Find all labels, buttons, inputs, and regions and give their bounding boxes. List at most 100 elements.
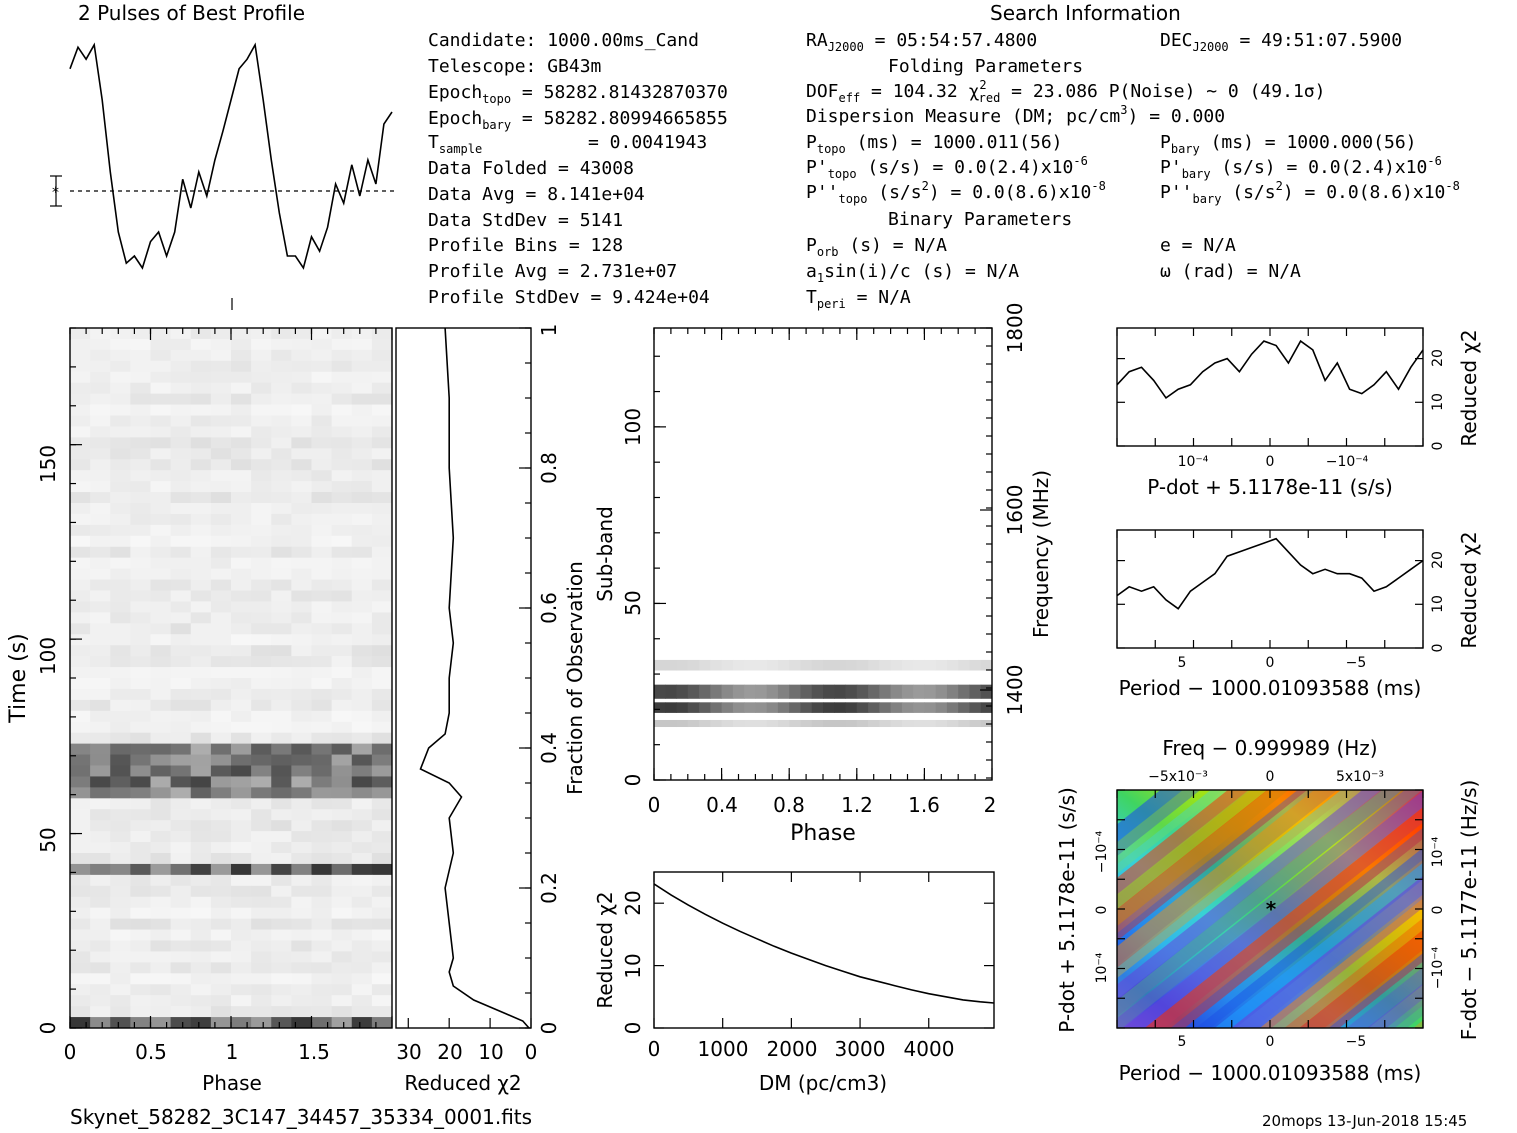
heatmap-cell — [251, 710, 272, 723]
heatmap-cell — [190, 907, 212, 920]
pp-stripe — [1117, 790, 1423, 1028]
heatmap-cell — [210, 732, 232, 745]
heatmap-cell — [110, 492, 131, 504]
heatmap-cell — [110, 951, 131, 963]
heatmap-cell — [90, 710, 111, 723]
heatmap-cell — [231, 656, 252, 668]
heatmap-cell — [251, 787, 272, 799]
heatmap-cell — [110, 896, 131, 909]
hm-ytick-100: 100 — [36, 637, 60, 675]
heatmap-cell — [210, 492, 232, 504]
heatmap-cell — [291, 470, 312, 482]
heatmap-cell — [291, 415, 312, 427]
heatmap-cell — [371, 623, 392, 635]
heatmap-cell — [170, 973, 192, 985]
heatmap-cell — [170, 776, 192, 788]
heatmap-cell — [311, 590, 333, 602]
heatmap-cell — [90, 371, 111, 384]
sb-xtick-12: 1.2 — [841, 793, 873, 817]
timestamp: 20mops 13-Jun-2018 15:45 — [1262, 1112, 1467, 1130]
heatmap-cell — [231, 984, 252, 996]
p-topo-line: Ptopo (ms) = 1000.011(56) — [806, 132, 1063, 156]
heatmap-cell — [231, 437, 252, 449]
heatmap-cell — [70, 667, 91, 679]
heatmap-cell — [210, 831, 232, 843]
heatmap-cell — [251, 678, 272, 690]
heatmap-cell — [210, 678, 232, 690]
heatmap-cell — [351, 798, 373, 810]
heatmap-cell — [110, 513, 131, 526]
heatmap-cell — [371, 973, 392, 985]
heatmap-cell — [170, 513, 192, 526]
heatmap-cell — [251, 1017, 272, 1028]
heatmap-cell — [210, 710, 232, 723]
heatmap-cell — [150, 338, 172, 351]
heatmap-cell — [70, 503, 91, 515]
period-ytick-20: 20 — [1430, 551, 1446, 569]
heatmap-cell — [291, 732, 312, 745]
heatmap-cell — [331, 524, 353, 537]
heatmap-cell — [371, 1006, 392, 1018]
heatmap-cell — [90, 732, 111, 745]
heatmap-cell — [291, 404, 312, 416]
heatmap-cell — [231, 393, 252, 406]
heatmap-cell — [170, 601, 192, 613]
subband-cell — [665, 719, 678, 728]
heatmap-cell — [90, 656, 111, 668]
heatmap-cell — [291, 1017, 312, 1028]
heatmap-cell — [291, 645, 312, 657]
heatmap-cell — [271, 503, 292, 515]
heatmap-cell — [371, 885, 392, 898]
heatmap-cell — [291, 568, 312, 581]
heatmap-cell — [311, 820, 333, 832]
heatmap-cell — [371, 831, 392, 843]
subband-cell — [913, 659, 925, 671]
heatmap-cell — [90, 415, 111, 427]
heatmap-cell — [170, 524, 192, 537]
heatmap-cell — [170, 962, 192, 974]
subband-cell — [766, 659, 779, 671]
heatmap-cell — [351, 918, 373, 931]
heatmap-cell — [251, 503, 272, 515]
heatmap-cell — [150, 349, 172, 362]
heatmap-cell — [150, 787, 172, 799]
frac-tick-04: 0.4 — [537, 732, 561, 764]
heatmap-cell — [170, 842, 192, 854]
heatmap-cell — [190, 503, 212, 515]
heatmap-cell — [130, 907, 151, 920]
heatmap-cell — [130, 656, 151, 668]
heatmap-cell — [291, 667, 312, 679]
subband-cell — [980, 684, 992, 699]
heatmap-cell — [110, 557, 131, 570]
heatmap-cell — [371, 634, 392, 646]
heatmap-cell — [271, 678, 292, 690]
heatmap-cell — [90, 492, 111, 504]
heatmap-cell — [291, 459, 312, 471]
heatmap-ticks — [69, 327, 393, 1029]
heatmap-cell — [311, 426, 333, 438]
heatmap-cell — [291, 513, 312, 526]
dm-xtick-4000: 4000 — [904, 1037, 955, 1061]
heatmap-cell — [210, 448, 232, 460]
heatmap-cell — [190, 885, 212, 898]
sb-xtick-04: 0.4 — [706, 793, 738, 817]
heatmap-cell — [170, 371, 192, 384]
heatmap-cell — [271, 896, 292, 909]
heatmap-cell — [170, 995, 192, 1007]
heatmap-cell — [70, 776, 91, 788]
heatmap-cell — [110, 721, 131, 734]
heatmap-cell — [210, 645, 232, 657]
heatmap-cell — [70, 448, 91, 460]
heatmap-cell — [231, 371, 252, 384]
heatmap-cell — [371, 874, 392, 887]
heatmap-cell — [150, 863, 172, 876]
pp-rtick-neg: −10⁻⁴ — [1430, 946, 1446, 989]
pp-ytick-neg: −10⁻⁴ — [1094, 830, 1110, 873]
heatmap-cell — [70, 459, 91, 471]
heatmap-cell — [150, 513, 172, 526]
heatmap-cell — [170, 787, 192, 799]
heatmap-cell — [331, 557, 353, 570]
heatmap-cell — [231, 535, 252, 548]
heatmap-cell — [271, 743, 292, 756]
dm-xtick-3000: 3000 — [835, 1037, 886, 1061]
